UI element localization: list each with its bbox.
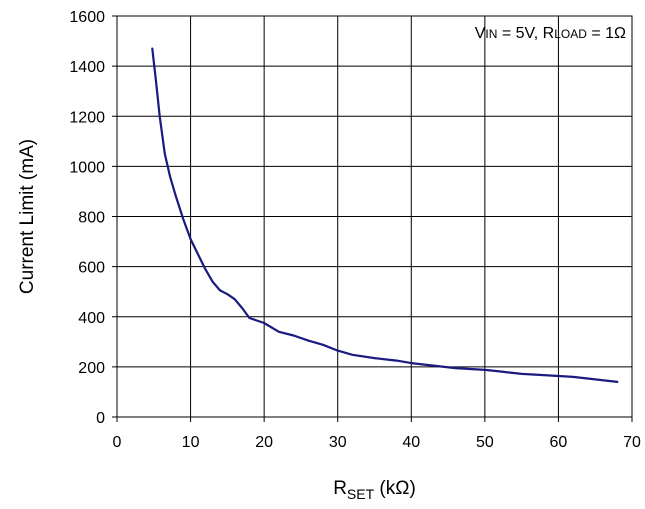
series-line-current-limit: [151, 47, 619, 383]
y-tick-label: 1200: [69, 109, 105, 126]
x-tick-label: 40: [402, 434, 420, 451]
y-tick-label: 0: [96, 410, 105, 427]
y-tick-label: 600: [78, 260, 105, 277]
x-tick-label: 60: [550, 434, 568, 451]
condition-annotation: VIN = 5V, RLOAD = 1Ω: [475, 25, 626, 42]
x-tick-label: 10: [182, 434, 200, 451]
x-axis-label-sub: SET: [347, 486, 375, 502]
axis-ticks: 0 10 20 30 40 50 60 70 0 200 400 600 800 1000 1200 1400…: [69, 9, 641, 451]
annotation-r-value: = 1Ω: [587, 25, 626, 42]
y-tick-label: 1600: [69, 9, 105, 26]
annotation-r: R: [543, 25, 555, 42]
x-tick-label: 50: [476, 434, 494, 451]
x-axis-label-unit: (kΩ): [374, 478, 416, 499]
annotation-v-value: = 5V,: [497, 25, 542, 42]
y-tick-label: 200: [78, 360, 105, 377]
y-tick-label: 1400: [69, 59, 105, 76]
x-tick-label: 30: [329, 434, 347, 451]
svg-text:VIN = 5V, RLOAD = 1Ω: VIN = 5V, RLOAD = 1Ω: [475, 25, 626, 42]
annotation-v: V: [475, 25, 486, 42]
y-axis-label: Current Limit (mA): [17, 139, 38, 294]
y-tick-label: 800: [78, 210, 105, 227]
x-tick-label: 20: [255, 434, 273, 451]
annotation-v-sub: IN: [485, 27, 497, 41]
grid: [117, 16, 632, 417]
annotation-r-sub: LOAD: [554, 27, 587, 41]
x-tick-label: 70: [623, 434, 641, 451]
x-axis-label: RSET (kΩ): [333, 478, 416, 502]
y-tick-label: 400: [78, 310, 105, 327]
y-tick-label: 1000: [69, 159, 105, 176]
series-layer: [151, 47, 619, 383]
x-tick-label: 0: [113, 434, 122, 451]
x-axis-label-main: R: [333, 478, 347, 499]
